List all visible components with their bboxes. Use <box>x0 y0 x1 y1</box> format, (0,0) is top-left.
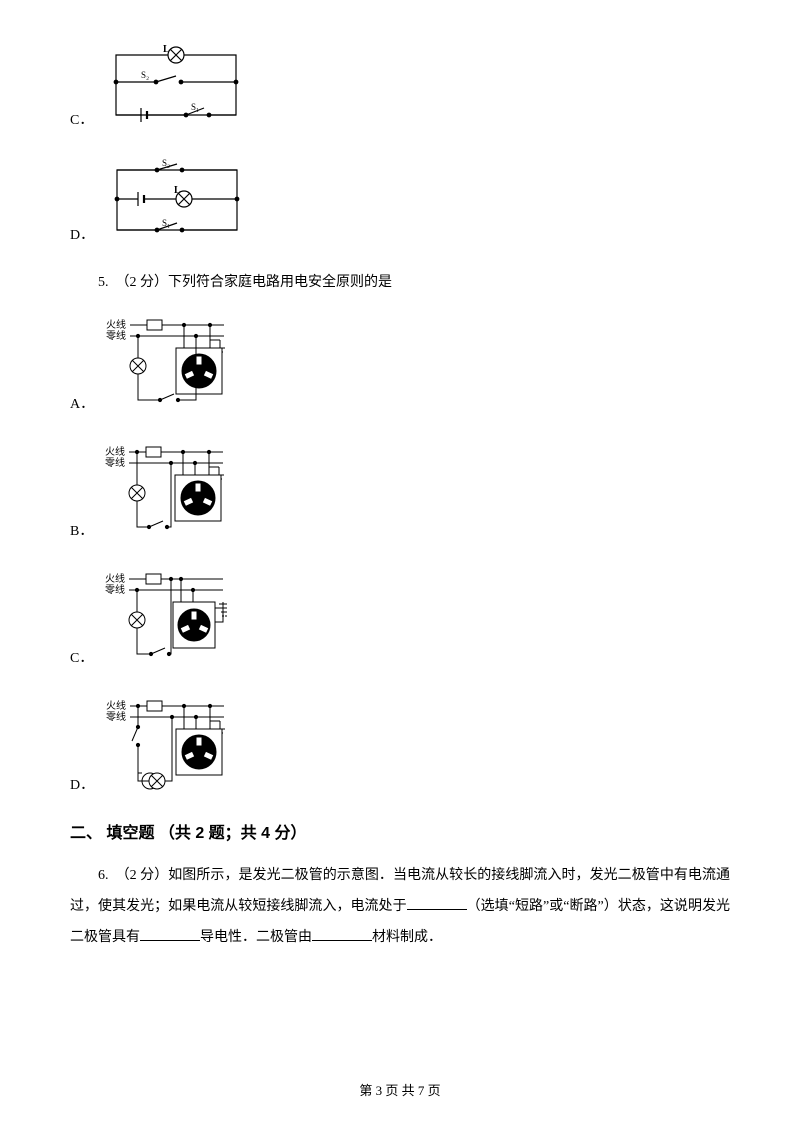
q5-a-diagram: 火线 零线 <box>102 312 232 421</box>
footer-a: 第 <box>359 1083 375 1098</box>
svg-text:S₁: S₁ <box>191 102 199 112</box>
svg-text:火线: 火线 <box>105 445 125 458</box>
q6-blank-1[interactable] <box>407 893 467 910</box>
q5-c-diagram: 火线 零线 <box>101 566 231 675</box>
section-2-title: 二、 填空题 （共 2 题；共 4 分） <box>70 820 730 849</box>
q5-b-diagram: 火线 零线 <box>101 439 231 548</box>
option-c-label: C． <box>70 108 93 137</box>
svg-text:S₂: S₂ <box>141 70 149 80</box>
option-d-row: D． S₂ L <box>70 155 730 252</box>
svg-text:火线: 火线 <box>106 699 126 712</box>
q6-blank-2[interactable] <box>140 924 200 941</box>
svg-text:零线: 零线 <box>106 710 126 723</box>
svg-text:火线: 火线 <box>105 572 125 585</box>
svg-text:S₁: S₁ <box>162 218 170 228</box>
q5-option-a: A． 火线 零线 <box>70 312 730 421</box>
svg-text:零线: 零线 <box>106 329 126 342</box>
q6-blank-3[interactable] <box>312 924 372 941</box>
question-5-text: 5. （2 分）下列符合家庭电路用电安全原则的是 <box>70 270 730 295</box>
q5-option-d: D． 火线 零线 <box>70 693 730 802</box>
q5-b-label: B． <box>70 519 93 548</box>
q5-option-c: C． 火线 零线 <box>70 566 730 675</box>
svg-text:零线: 零线 <box>105 583 125 596</box>
q5-c-label: C． <box>70 646 93 675</box>
question-6-text: 6. （2 分）如图所示，是发光二极管的示意图．当电流从较长的接线脚流入时，发光… <box>70 861 730 953</box>
circuit-d: S₂ L S₁ <box>102 155 252 252</box>
svg-text:火线: 火线 <box>106 318 126 331</box>
footer-c: 页 <box>424 1083 440 1098</box>
svg-text:S₂: S₂ <box>162 158 170 168</box>
svg-text:零线: 零线 <box>105 456 125 469</box>
page-footer: 第 3 页 共 7 页 <box>0 1079 800 1102</box>
option-c-row: C． L S₂ <box>70 40 730 137</box>
q6-suffix: 材料制成． <box>372 930 442 945</box>
q5-a-label: A． <box>70 392 94 421</box>
q6-mid2: 导电性．二极管由 <box>200 930 312 945</box>
q5-d-label: D． <box>70 773 94 802</box>
option-d-label: D． <box>70 223 94 252</box>
q5-option-b: B． 火线 零线 <box>70 439 730 548</box>
footer-b: 页 共 <box>382 1083 418 1098</box>
circuit-c: L S₂ S₁ <box>101 40 251 137</box>
q5-d-diagram: 火线 零线 <box>102 693 232 802</box>
